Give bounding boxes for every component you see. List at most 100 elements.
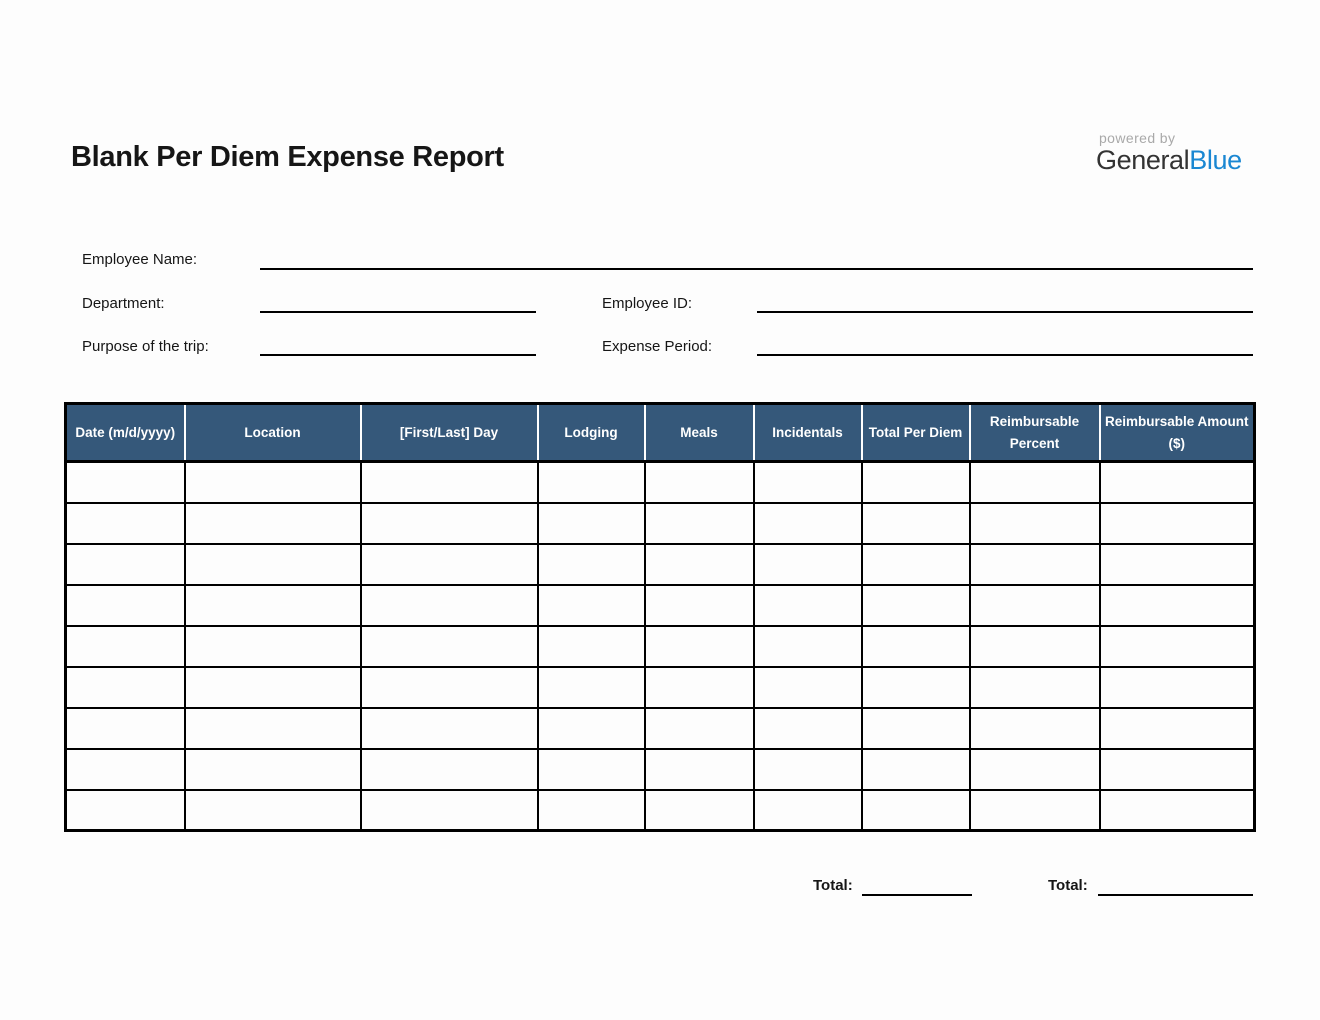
department-input[interactable] bbox=[260, 294, 536, 313]
total-per-diem-label: Total: bbox=[813, 877, 853, 894]
table-cell[interactable] bbox=[1098, 542, 1256, 586]
table-cell[interactable] bbox=[64, 706, 186, 750]
brand-wordmark: GeneralBlue bbox=[1096, 145, 1266, 175]
expense-period-label: Expense Period: bbox=[602, 338, 713, 355]
table-row bbox=[64, 788, 1256, 832]
table-cell[interactable] bbox=[183, 583, 362, 627]
table-cell[interactable] bbox=[536, 665, 646, 709]
table-cell[interactable] bbox=[64, 460, 186, 504]
table-cell[interactable] bbox=[968, 583, 1101, 627]
table-cell[interactable] bbox=[536, 460, 646, 504]
table-cell[interactable] bbox=[968, 460, 1101, 504]
table-cell[interactable] bbox=[968, 665, 1101, 709]
table-cell[interactable] bbox=[536, 747, 646, 791]
total-per-diem-input[interactable] bbox=[862, 878, 972, 896]
table-cell[interactable] bbox=[183, 542, 362, 586]
table-cell[interactable] bbox=[64, 583, 186, 627]
purpose-of-trip-label: Purpose of the trip: bbox=[82, 338, 209, 355]
table-cell[interactable] bbox=[183, 665, 362, 709]
table-cell[interactable] bbox=[183, 706, 362, 750]
table-cell[interactable] bbox=[1098, 706, 1256, 750]
table-cell[interactable] bbox=[1098, 501, 1256, 545]
table-cell[interactable] bbox=[968, 501, 1101, 545]
table-cell[interactable] bbox=[536, 542, 646, 586]
table-cell[interactable] bbox=[183, 501, 362, 545]
table-cell[interactable] bbox=[536, 706, 646, 750]
table-cell[interactable] bbox=[359, 583, 539, 627]
table-cell[interactable] bbox=[860, 460, 971, 504]
table-cell[interactable] bbox=[968, 706, 1101, 750]
powered-by-text: powered by bbox=[1099, 130, 1176, 146]
table-cell[interactable] bbox=[643, 747, 755, 791]
table-cell[interactable] bbox=[643, 460, 755, 504]
table-cell[interactable] bbox=[968, 747, 1101, 791]
employee-id-label: Employee ID: bbox=[602, 295, 693, 312]
table-cell[interactable] bbox=[643, 624, 755, 668]
table-cell[interactable] bbox=[752, 501, 863, 545]
table-cell[interactable] bbox=[752, 788, 863, 832]
employee-id-input[interactable] bbox=[757, 294, 1253, 313]
table-cell[interactable] bbox=[359, 501, 539, 545]
table-cell[interactable] bbox=[860, 501, 971, 545]
table-cell[interactable] bbox=[752, 624, 863, 668]
table-cell[interactable] bbox=[359, 460, 539, 504]
table-cell[interactable] bbox=[64, 665, 186, 709]
table-cell[interactable] bbox=[860, 624, 971, 668]
table-cell[interactable] bbox=[183, 624, 362, 668]
table-cell[interactable] bbox=[359, 788, 539, 832]
table-cell[interactable] bbox=[752, 747, 863, 791]
expense-period-input[interactable] bbox=[757, 337, 1253, 356]
table-cell[interactable] bbox=[860, 583, 971, 627]
employee-name-input[interactable] bbox=[260, 251, 1253, 270]
department-label: Department: bbox=[82, 295, 165, 312]
table-cell[interactable] bbox=[643, 501, 755, 545]
table-cell[interactable] bbox=[752, 583, 863, 627]
table-cell[interactable] bbox=[359, 624, 539, 668]
table-cell[interactable] bbox=[64, 501, 186, 545]
table-cell[interactable] bbox=[860, 706, 971, 750]
table-body bbox=[64, 460, 1256, 832]
table-cell[interactable] bbox=[860, 665, 971, 709]
table-row bbox=[64, 665, 1256, 709]
table-cell[interactable] bbox=[64, 747, 186, 791]
table-cell[interactable] bbox=[536, 624, 646, 668]
table-cell[interactable] bbox=[359, 706, 539, 750]
table-row bbox=[64, 460, 1256, 504]
table-cell[interactable] bbox=[752, 542, 863, 586]
table-cell[interactable] bbox=[1098, 788, 1256, 832]
total-reimbursable-input[interactable] bbox=[1098, 878, 1253, 896]
table-cell[interactable] bbox=[860, 788, 971, 832]
table-cell[interactable] bbox=[64, 542, 186, 586]
table-cell[interactable] bbox=[1098, 624, 1256, 668]
table-cell[interactable] bbox=[1098, 665, 1256, 709]
purpose-of-trip-input[interactable] bbox=[260, 337, 536, 356]
table-cell[interactable] bbox=[643, 665, 755, 709]
table-cell[interactable] bbox=[860, 542, 971, 586]
table-cell[interactable] bbox=[536, 583, 646, 627]
table-cell[interactable] bbox=[536, 788, 646, 832]
table-cell[interactable] bbox=[64, 624, 186, 668]
table-cell[interactable] bbox=[183, 460, 362, 504]
table-cell[interactable] bbox=[752, 665, 863, 709]
table-cell[interactable] bbox=[752, 706, 863, 750]
table-cell[interactable] bbox=[359, 747, 539, 791]
table-cell[interactable] bbox=[643, 706, 755, 750]
table-cell[interactable] bbox=[359, 542, 539, 586]
table-cell[interactable] bbox=[536, 501, 646, 545]
table-cell[interactable] bbox=[359, 665, 539, 709]
table-cell[interactable] bbox=[752, 460, 863, 504]
table-cell[interactable] bbox=[1098, 583, 1256, 627]
table-cell[interactable] bbox=[1098, 747, 1256, 791]
table-cell[interactable] bbox=[643, 788, 755, 832]
table-cell[interactable] bbox=[968, 788, 1101, 832]
table-cell[interactable] bbox=[183, 788, 362, 832]
table-cell[interactable] bbox=[643, 542, 755, 586]
table-cell[interactable] bbox=[64, 788, 186, 832]
table-cell[interactable] bbox=[968, 624, 1101, 668]
table-cell[interactable] bbox=[643, 583, 755, 627]
table-cell[interactable] bbox=[968, 542, 1101, 586]
table-cell[interactable] bbox=[1098, 460, 1256, 504]
total-reimbursable-label: Total: bbox=[1048, 877, 1088, 894]
table-cell[interactable] bbox=[860, 747, 971, 791]
table-cell[interactable] bbox=[183, 747, 362, 791]
